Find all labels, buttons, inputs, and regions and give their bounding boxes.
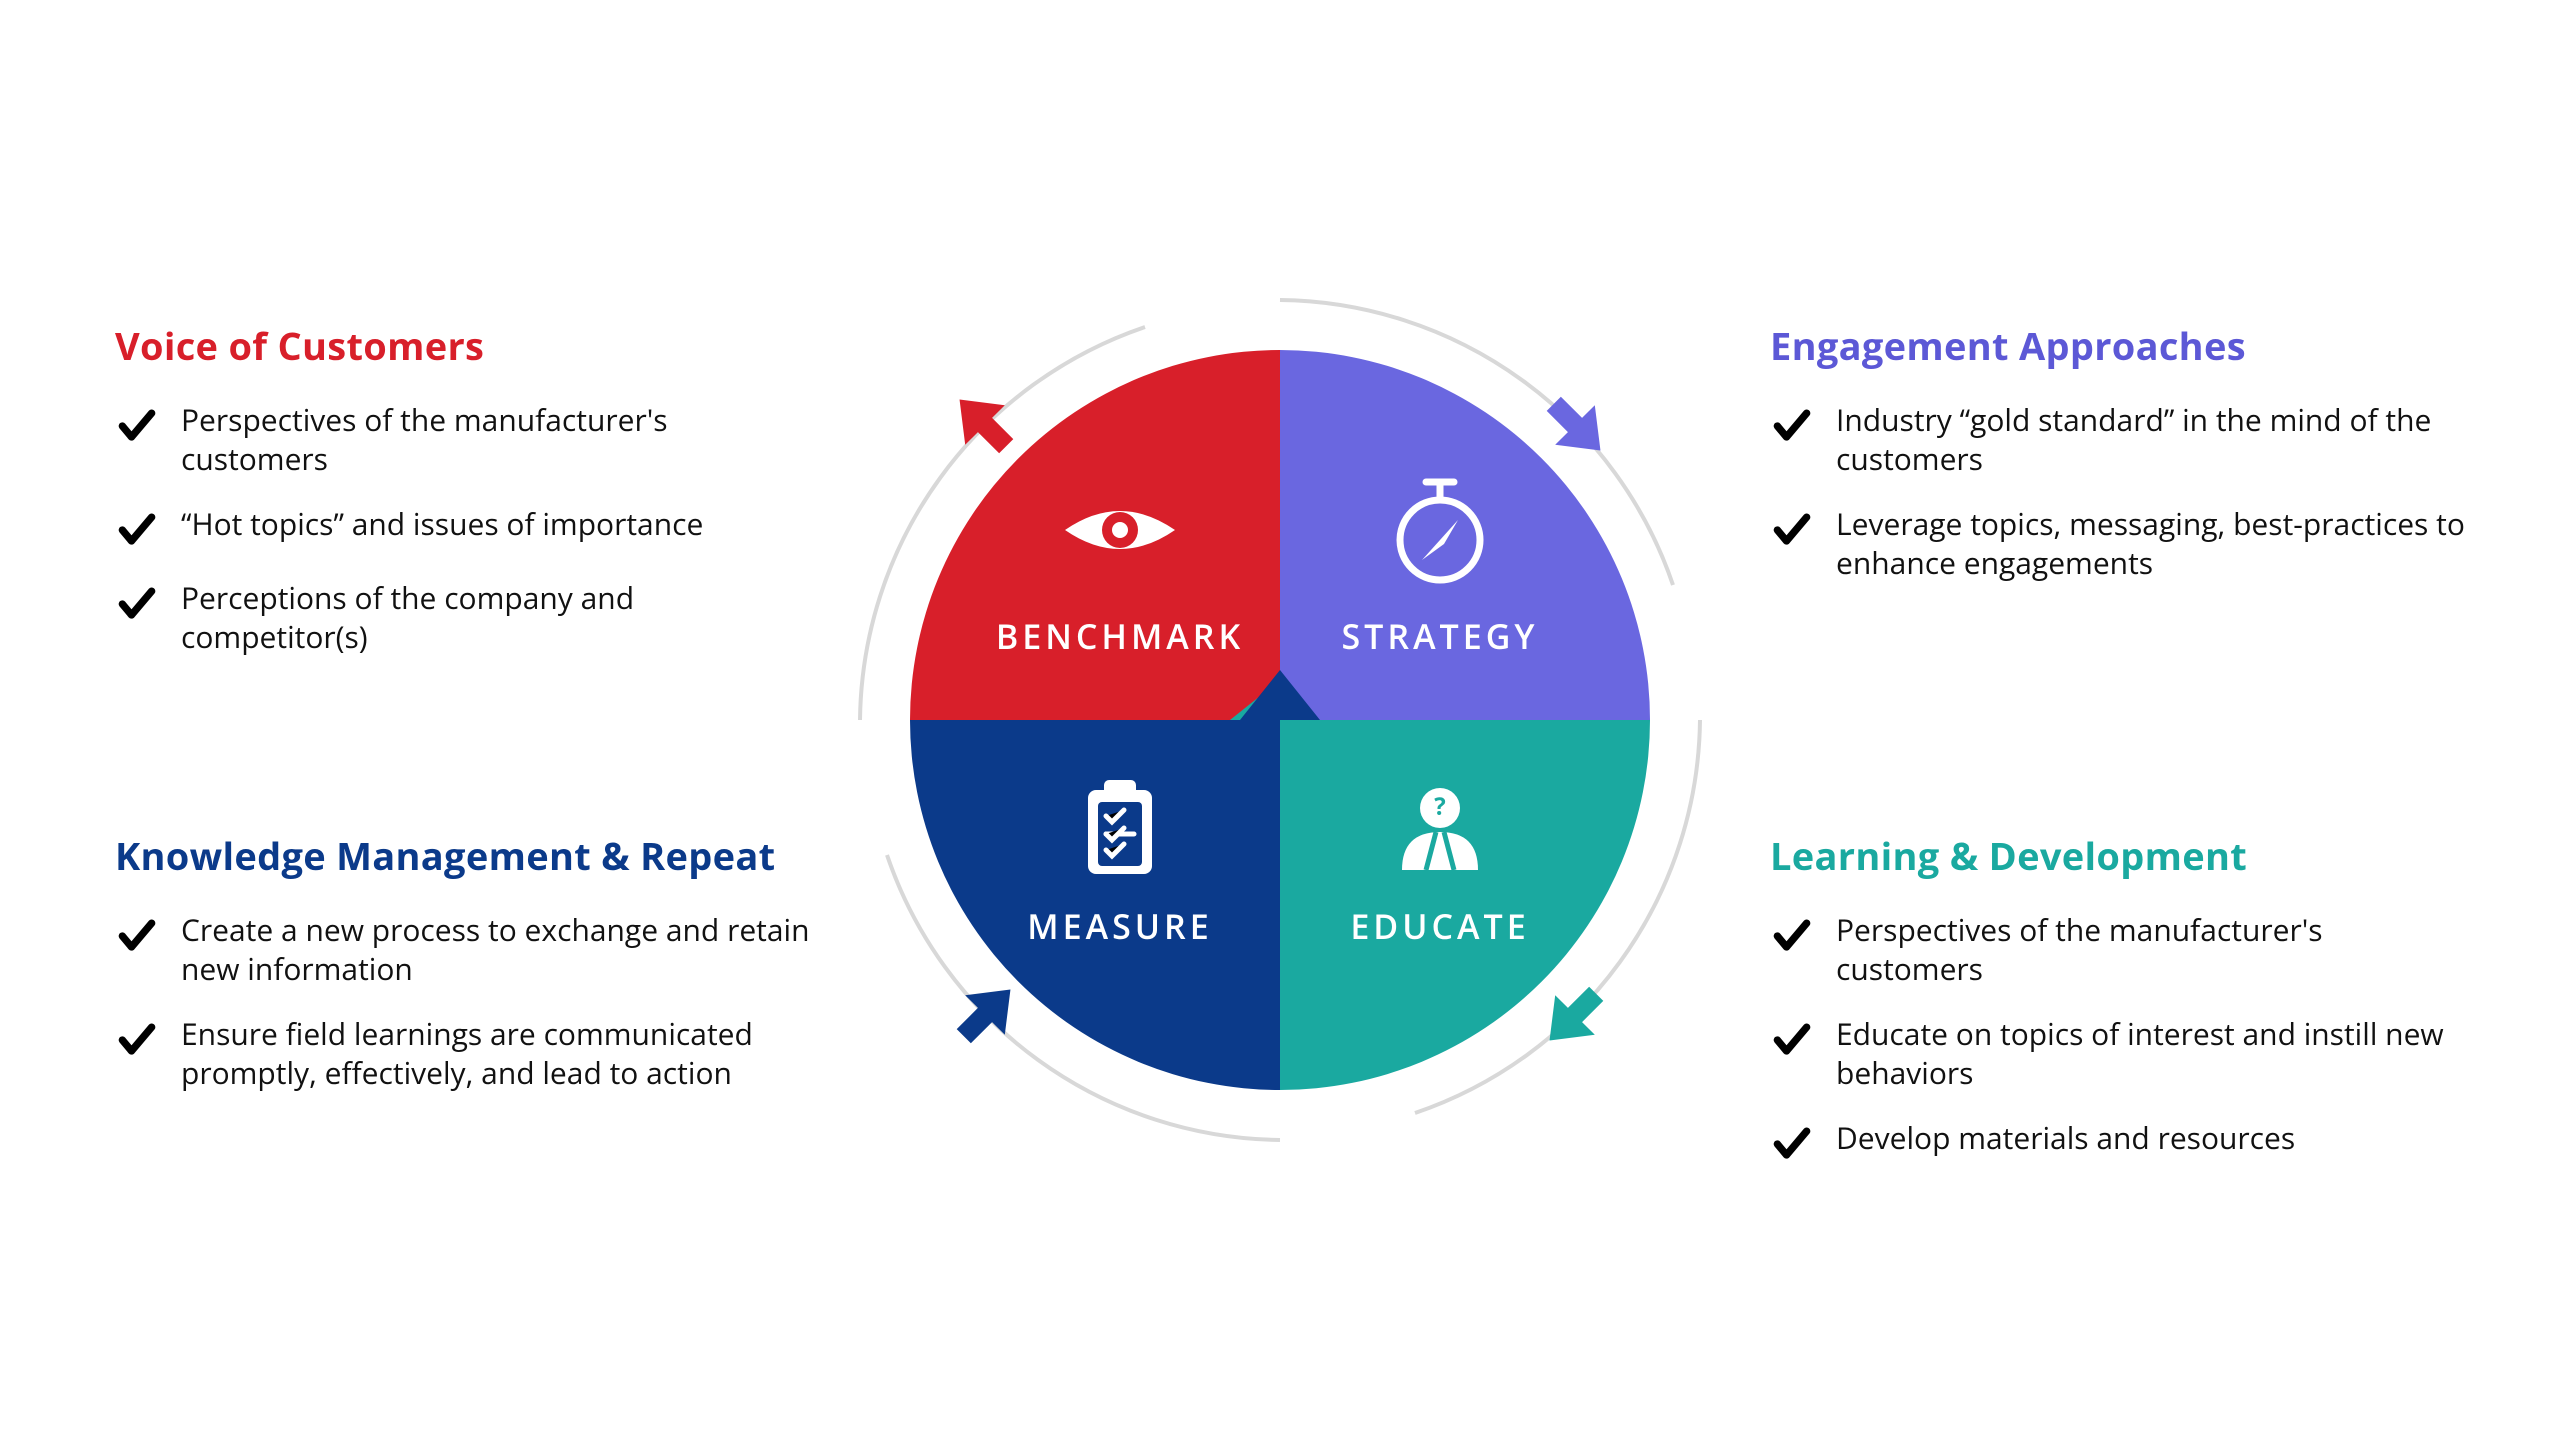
svg-text:?: ? — [1434, 790, 1445, 823]
section-learning: Learning & Development Perspectives of t… — [1770, 830, 2470, 1192]
section-engagement-list: Industry “gold standard” in the mind of … — [1770, 400, 2470, 582]
section-learning-list: Perspectives of the manufacturer's custo… — [1770, 910, 2470, 1166]
list-item: Develop materials and resources — [1770, 1118, 2470, 1166]
quadrant-measure-label: MEASURE — [1027, 903, 1212, 949]
check-icon — [1770, 508, 1814, 552]
bullet-text: Perspectives of the manufacturer's custo… — [1836, 910, 2470, 988]
list-item: Leverage topics, messaging, best-practic… — [1770, 504, 2470, 582]
section-engagement-title: Engagement Approaches — [1770, 320, 2470, 372]
clipboard-icon — [1088, 780, 1152, 874]
bullet-text: Leverage topics, messaging, best-practic… — [1836, 504, 2470, 582]
bullet-text: Industry “gold standard” in the mind of … — [1836, 400, 2470, 478]
check-icon — [115, 508, 159, 552]
section-knowledge-list: Create a new process to exchange and ret… — [115, 910, 815, 1092]
check-icon — [1770, 1018, 1814, 1062]
section-knowledge-title: Knowledge Management & Repeat — [115, 830, 815, 882]
quadrant-strategy-label: STRATEGY — [1341, 613, 1538, 659]
bullet-text: Educate on topics of interest and instil… — [1836, 1014, 2470, 1092]
section-learning-title: Learning & Development — [1770, 830, 2470, 882]
check-icon — [1770, 404, 1814, 448]
list-item: Educate on topics of interest and instil… — [1770, 1014, 2470, 1092]
bullet-text: Develop materials and resources — [1836, 1118, 2295, 1157]
list-item: Perspectives of the manufacturer's custo… — [1770, 910, 2470, 988]
infographic-root: Voice of Customers Perspectives of the m… — [0, 0, 2560, 1440]
quadrant-educate-label: EDUCATE — [1350, 903, 1529, 949]
bullet-text: “Hot topics” and issues of importance — [181, 504, 703, 543]
check-icon — [115, 914, 159, 958]
list-item: Perspectives of the manufacturer's custo… — [115, 400, 815, 478]
section-engagement: Engagement Approaches Industry “gold sta… — [1770, 320, 2470, 608]
check-icon — [1770, 1122, 1814, 1166]
list-item: Create a new process to exchange and ret… — [115, 910, 815, 988]
check-icon — [1770, 914, 1814, 958]
check-icon — [115, 582, 159, 626]
section-voice-title: Voice of Customers — [115, 320, 815, 372]
list-item: Perceptions of the company and competito… — [115, 578, 815, 656]
list-item: Ensure field learnings are communicated … — [115, 1014, 815, 1092]
list-item: Industry “gold standard” in the mind of … — [1770, 400, 2470, 478]
check-icon — [115, 404, 159, 448]
bullet-text: Ensure field learnings are communicated … — [181, 1014, 815, 1092]
section-voice-list: Perspectives of the manufacturer's custo… — [115, 400, 815, 656]
check-icon — [115, 1018, 159, 1062]
bullet-text: Create a new process to exchange and ret… — [181, 910, 815, 988]
bullet-text: Perceptions of the company and competito… — [181, 578, 815, 656]
list-item: “Hot topics” and issues of importance — [115, 504, 815, 552]
section-voice: Voice of Customers Perspectives of the m… — [115, 320, 815, 682]
quadrant-benchmark-label: BENCHMARK — [996, 613, 1244, 659]
section-knowledge: Knowledge Management & Repeat Create a n… — [115, 830, 815, 1118]
cycle-wheel: ? BENCHMARK STRATEGY EDUCATE MEASURE — [830, 270, 1730, 1170]
bullet-text: Perspectives of the manufacturer's custo… — [181, 400, 815, 478]
